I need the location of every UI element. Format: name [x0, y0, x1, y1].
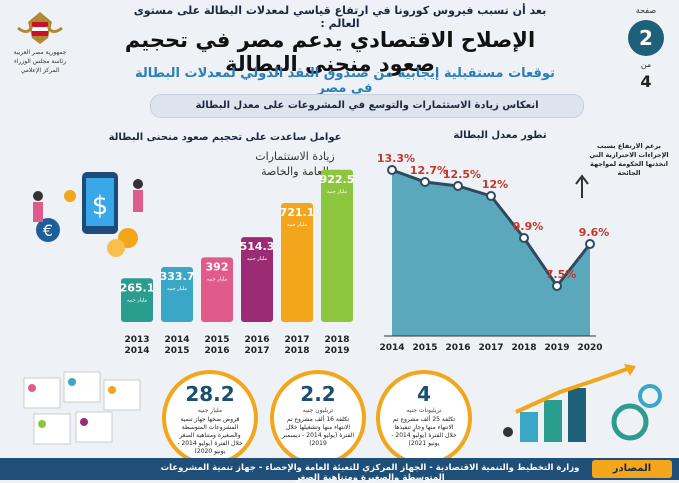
bar-value-label-3: 514.3 [240, 240, 275, 253]
bar-category-bottom-4: 2018 [284, 346, 309, 356]
line-value-label-6: 9.6% [579, 226, 610, 239]
bar-3 [241, 237, 273, 322]
bar-unit-label-0: مليار جنيه [127, 297, 147, 303]
bar-category-top-5: 2018 [324, 335, 349, 345]
bar-value-label-5: 922.5 [320, 173, 355, 186]
footer-bar [0, 458, 679, 480]
svg-text:رئاسة مجلس الوزراء: رئاسة مجلس الوزراء [14, 58, 66, 65]
page-total: 4 [640, 72, 652, 91]
page-word: صفحة [635, 6, 657, 15]
bar-unit-label-1: مليار جنيه [167, 286, 187, 292]
growth-illustration [503, 364, 662, 442]
line-category-6: 2020 [577, 343, 602, 353]
bar-category-top-4: 2017 [284, 335, 309, 345]
right-section-title: تطور معدل البطالة [453, 130, 547, 141]
bar-category-top-0: 2013 [124, 335, 149, 345]
bar-unit-label-5: مليار جنيه [327, 189, 347, 195]
line-point-4 [519, 233, 529, 243]
section-banner: انعكاس زيادة الاستثمارات والتوسع في المش… [150, 94, 584, 118]
line-point-6 [585, 239, 595, 249]
line-category-4: 2018 [511, 343, 536, 353]
bar-value-label-4: 721.1 [280, 206, 315, 219]
bar-0 [121, 278, 153, 322]
cv-illustration [23, 371, 141, 445]
stat-number-1: 4 [417, 382, 431, 406]
bar-category-bottom-1: 2015 [164, 346, 189, 356]
header-top-line: بعد أن تسبب فيروس كورونا في ارتفاع قياسي… [133, 4, 547, 30]
page-of-word: من [640, 60, 652, 69]
svg-text:المركز الإعلامي: المركز الإعلامي [21, 67, 60, 74]
investments-caption-2: العامة والخاصة [261, 165, 329, 178]
bar-category-bottom-0: 2014 [124, 346, 149, 356]
line-point-3 [486, 191, 496, 201]
up-arrow-icon [575, 174, 589, 198]
line-point-5 [552, 281, 562, 291]
bar-category-top-3: 2016 [244, 335, 269, 345]
left-section-title: عوامل ساعدت على تحجيم صعود منحنى البطالة [108, 132, 342, 143]
note-text: برغم الارتفاع بسبب الإجراءات الاحترازية … [589, 142, 669, 177]
line-value-label-1: 12.7% [410, 164, 448, 177]
page-indicator: صفحة 2 من 4 [618, 2, 674, 102]
line-value-label-0: 13.3% [377, 152, 415, 165]
investments-chart: عوامل ساعدت على تحجيم صعود منحنى البطالة… [20, 132, 360, 364]
page-title: الإصلاح الاقتصادي يدعم مصر في تحجيم صعود… [124, 28, 536, 76]
stat-number-2: 2.2 [300, 382, 336, 406]
page-current: 2 [628, 20, 664, 56]
line-chart-svg: 13.3% 2014 12.7% 2015 12.5% 2016 12% 2017 9.9% 20… [377, 152, 610, 353]
bar-category-bottom-2: 2016 [204, 346, 229, 356]
bar-value-label-0: 265.1 [120, 281, 155, 294]
line-point-1 [420, 177, 430, 187]
line-value-label-2: 12.5% [443, 168, 481, 181]
footer-sources: وزارة التخطيط والتنمية الاقتصادية - الجه… [160, 463, 580, 483]
bar-4 [281, 203, 313, 322]
line-category-2: 2016 [445, 343, 470, 353]
stat-desc-1: تكلفة 25 ألف مشروع تم الانتهاء منها وجار… [391, 416, 457, 447]
investments-caption-1: زيادة الاستثمارات [255, 150, 335, 163]
bar-1 [161, 266, 193, 322]
stat-circle-1: 4 تريليونات جنيه تكلفة 25 ألف مشروع تم ا… [376, 370, 472, 466]
footer-sources-label: المصادر [592, 460, 672, 478]
stat-unit-3: مليار جنيه [197, 407, 223, 414]
bar-category-top-1: 2014 [164, 335, 189, 345]
stat-desc-3: قروض ضخها جهاز تنمية المشروعات المتوسطة … [177, 416, 243, 455]
line-value-label-4: 9.9% [513, 220, 544, 233]
line-value-label-3: 12% [482, 178, 508, 191]
line-category-3: 2017 [478, 343, 503, 353]
stat-circle-2: 2.2 تريليون جنيه تكلفة 16 ألف مشروع تم ا… [270, 370, 366, 466]
svg-text:$: $ [92, 191, 109, 221]
bar-unit-label-4: مليار جنيه [287, 222, 307, 228]
line-point-0 [387, 165, 397, 175]
stat-unit-2: تريليون جنيه [302, 407, 334, 414]
stat-unit-1: تريليونات جنيه [406, 407, 442, 414]
line-point-2 [453, 181, 463, 191]
line-category-1: 2015 [412, 343, 437, 353]
money-illustration: $ € [33, 172, 143, 257]
bar-unit-label-3: مليار جنيه [247, 256, 267, 262]
bar-5 [321, 169, 353, 322]
stat-number-3: 28.2 [185, 382, 235, 406]
unemployment-chart: تطور معدل البطالة برغم الارتفاع بسبب الإ… [370, 126, 674, 362]
bar-2 [201, 257, 233, 322]
svg-text:جمهورية مصر العربية: جمهورية مصر العربية [14, 49, 67, 56]
line-value-label-5: 7.5% [546, 268, 577, 281]
bar-value-label-2: 392 [206, 260, 229, 273]
line-area [392, 170, 590, 336]
bar-category-top-2: 2015 [204, 335, 229, 345]
bar-unit-label-2: مليار جنيه [207, 276, 227, 282]
line-category-5: 2019 [544, 343, 569, 353]
stat-desc-2: تكلفة 16 ألف مشروع تم الانتهاء منها وتشغ… [281, 416, 354, 447]
bar-category-bottom-5: 2019 [324, 346, 349, 356]
bar-category-bottom-3: 2017 [244, 346, 269, 356]
bar-value-label-1: 333.7 [160, 270, 195, 283]
stat-circle-3: 28.2 مليار جنيه قروض ضخها جهاز تنمية الم… [162, 370, 258, 466]
line-category-0: 2014 [379, 343, 404, 353]
cabinet-logo: جمهورية مصر العربية رئاسة مجلس الوزراء ا… [8, 8, 72, 78]
page-subtitle: توقعات مستقبلية إيجابية من صندوق النقد ا… [135, 66, 555, 96]
svg-text:€: € [43, 221, 53, 240]
